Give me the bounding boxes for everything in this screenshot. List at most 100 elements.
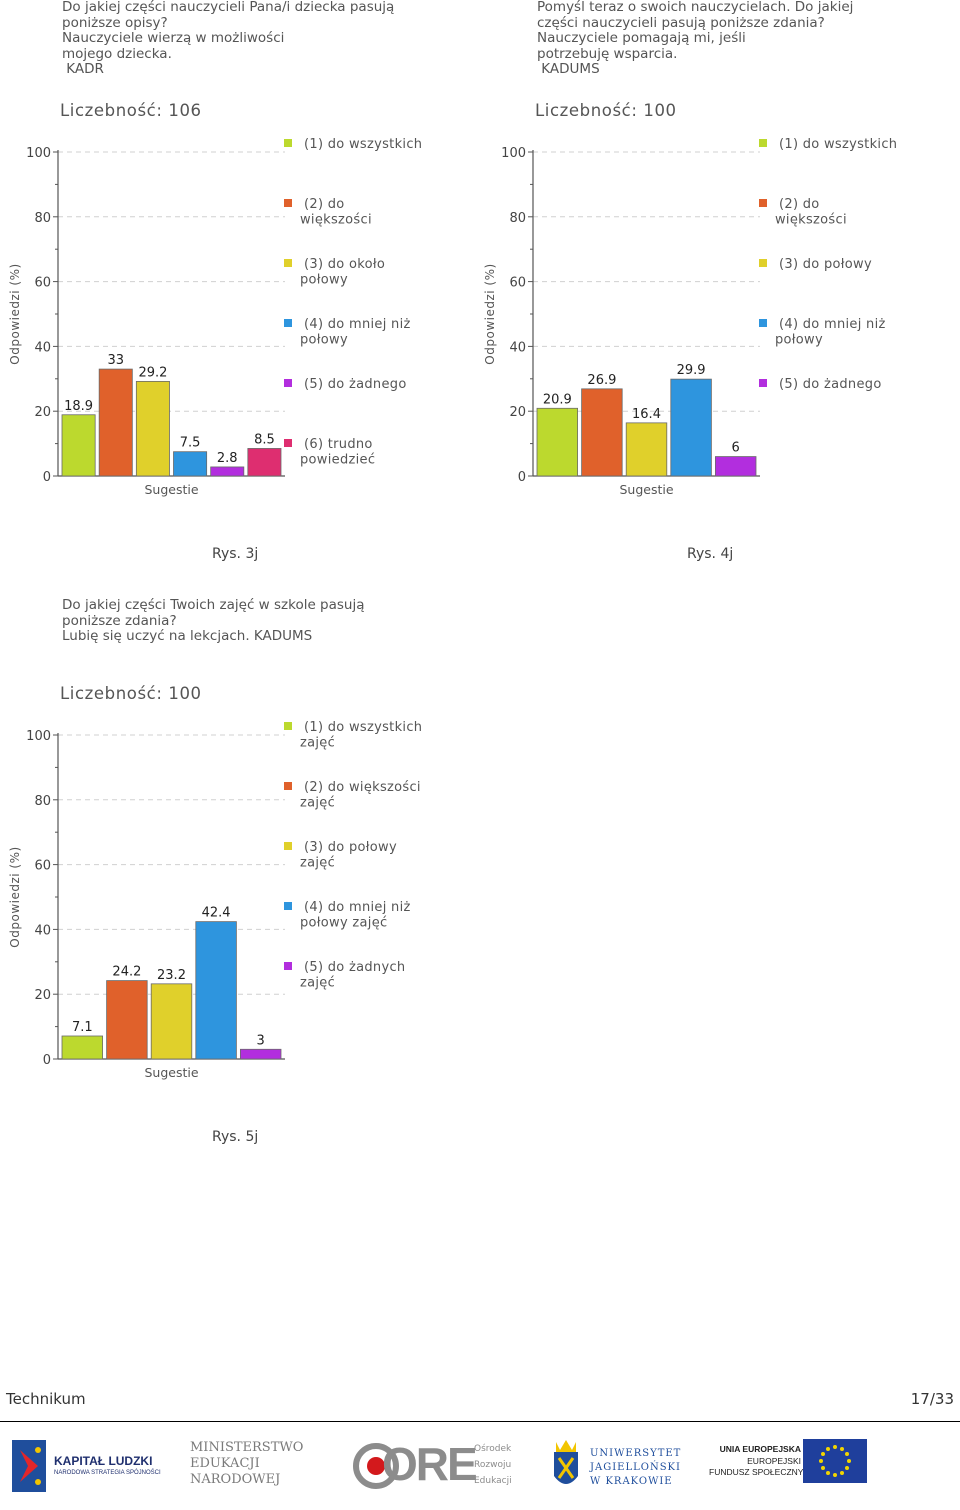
- ue-line: EUROPEJSKI: [747, 1456, 801, 1466]
- y-tick-label: 20: [34, 405, 51, 420]
- figure-caption: Rys. 5j: [212, 1129, 259, 1145]
- legend-label: (3) do około: [304, 257, 385, 272]
- bar: [98, 368, 133, 477]
- legend-swatch: [284, 902, 292, 910]
- y-tick-label: 0: [43, 470, 51, 485]
- question-line: potrzebuję wsparcia.: [537, 45, 678, 62]
- kapital-ludzki-subtitle: NARODOWA STRATEGIA SPÓJNOŚCI: [54, 1470, 161, 1476]
- y-axis-label: Odpowiedzi (%): [8, 263, 22, 364]
- figure-caption: Rys. 4j: [687, 546, 734, 562]
- x-axis-label: Sugestie: [619, 482, 673, 497]
- chart-title: Liczebność: 100: [535, 101, 677, 120]
- footer-school-type: Technikum: [6, 1390, 86, 1408]
- legend-label: (3) do połowy: [304, 840, 397, 855]
- data-label: 16.4: [632, 407, 661, 422]
- eu-flag-icon: [803, 1439, 867, 1483]
- data-label: 23.2: [157, 968, 186, 983]
- legend-label: (5) do żadnego: [779, 377, 882, 392]
- legend-label: zajęć: [300, 976, 335, 991]
- ore-logo: ORE Ośrodek Rozwoju Edukacji: [352, 1430, 522, 1500]
- uj-line: UNIWERSYTET: [590, 1448, 682, 1459]
- ue-line: UNIA EUROPEJSKA: [719, 1444, 801, 1454]
- question-line: KADR: [62, 61, 104, 77]
- y-tick-label: 40: [34, 923, 51, 938]
- legend-label: większości: [300, 213, 372, 228]
- legend-label: (3) do połowy: [779, 257, 872, 272]
- legend-label: (1) do wszystkich: [304, 720, 422, 735]
- legend-label: połowy: [300, 273, 348, 288]
- legend-swatch: [284, 139, 292, 147]
- uj-line: W KRAKOWIE: [590, 1476, 673, 1487]
- data-label: 20.9: [543, 392, 572, 407]
- bar-chart: Liczebność: 100 0 20 40 60 80 100 Odpowiedzi (%…: [8, 684, 422, 1080]
- data-label: 3: [257, 1033, 265, 1048]
- bar: [150, 983, 193, 1060]
- y-tick-label: 80: [509, 211, 526, 226]
- question-line: części nauczycieli pasują poniższe zdani…: [537, 14, 825, 31]
- y-tick-label: 40: [509, 340, 526, 355]
- legend-swatch: [759, 379, 767, 387]
- bar: [714, 456, 757, 477]
- bar: [581, 388, 623, 477]
- unia-europejska-logo: UNIA EUROPEJSKA EUROPEJSKI FUNDUSZ SPOŁE…: [705, 1430, 870, 1500]
- bar: [536, 407, 578, 477]
- y-tick-label: 100: [26, 146, 51, 161]
- question-line: Do jakiej części Twoich zajęć w szkole p…: [62, 597, 365, 613]
- x-axis-label: Sugestie: [144, 482, 198, 497]
- ore-line: Rozwoju: [474, 1460, 512, 1470]
- legend-label: (4) do mniej niż: [304, 317, 411, 332]
- bar-chart: Liczebność: 106 0 20 40 60 80 100 Odpowiedzi (%…: [8, 101, 422, 497]
- legend-swatch: [284, 842, 292, 850]
- y-tick-label: 60: [34, 859, 51, 874]
- y-tick-label: 20: [509, 405, 526, 420]
- y-axis-label: Odpowiedzi (%): [483, 263, 497, 364]
- legend-label: (5) do żadnego: [304, 377, 407, 392]
- data-label: 8.5: [254, 432, 275, 447]
- data-label: 18.9: [64, 399, 93, 414]
- legend-label: (1) do wszystkich: [304, 137, 422, 152]
- legend-label: zajęć: [300, 736, 335, 751]
- legend-label: (2) do: [304, 197, 345, 212]
- legend-label: powiedzieć: [300, 453, 375, 468]
- y-tick-label: 0: [518, 470, 526, 485]
- chart-block-5j: Do jakiej części Twoich zajęć w szkole p…: [0, 597, 470, 1158]
- y-tick-label: 0: [43, 1053, 51, 1068]
- y-tick-label: 40: [34, 340, 51, 355]
- question-line: Do jakiej części nauczycieli Pana/i dzie…: [62, 0, 395, 15]
- bar: [173, 451, 208, 477]
- legend-swatch: [759, 319, 767, 327]
- data-label: 6: [732, 441, 740, 456]
- legend-label: (5) do żadnych: [304, 960, 405, 975]
- legend-swatch: [284, 962, 292, 970]
- ore-line: Ośrodek: [474, 1444, 512, 1454]
- ministerstwo-line: NARODOWEJ: [190, 1472, 281, 1487]
- chart-block-3j: Do jakiej części nauczycieli Pana/i dzie…: [0, 0, 470, 570]
- bar: [61, 1035, 103, 1060]
- chart-title: Liczebność: 100: [60, 684, 202, 703]
- data-label: 29.2: [138, 365, 167, 380]
- legend-swatch: [284, 199, 292, 207]
- y-tick-label: 60: [34, 276, 51, 291]
- question-line: KADUMS: [537, 61, 600, 77]
- legend-swatch: [284, 319, 292, 327]
- footer-divider: [0, 1421, 960, 1422]
- legend-swatch: [284, 722, 292, 730]
- legend-swatch: [284, 782, 292, 790]
- question-line: poniższe opisy?: [62, 14, 168, 31]
- legend-swatch: [759, 199, 767, 207]
- chart-question: Pomyśl teraz o swoich nauczycielach. Do …: [537, 0, 937, 78]
- data-label: 7.1: [72, 1020, 93, 1035]
- ore-line: Edukacji: [474, 1476, 512, 1486]
- kapital-ludzki-title: KAPITAŁ LUDZKI: [54, 1454, 153, 1468]
- data-label: 24.2: [112, 965, 141, 980]
- kapital-ludzki-logo: KAPITAŁ LUDZKI NARODOWA STRATEGIA SPÓJNO…: [8, 1430, 173, 1500]
- ministerstwo-logo: MINISTERSTWO EDUKACJI NARODOWEJ: [190, 1430, 315, 1500]
- legend-swatch: [759, 139, 767, 147]
- legend-label: (1) do wszystkich: [779, 137, 897, 152]
- legend-label: połowy zajęć: [300, 916, 387, 931]
- chart-question: Do jakiej części Twoich zajęć w szkole p…: [62, 597, 462, 645]
- bar: [625, 422, 668, 477]
- legend-label: (4) do mniej niż: [779, 317, 886, 332]
- bar-chart: Liczebność: 100 0 20 40 60 80 100 Odpowiedzi (%…: [483, 101, 897, 497]
- legend-swatch: [759, 259, 767, 267]
